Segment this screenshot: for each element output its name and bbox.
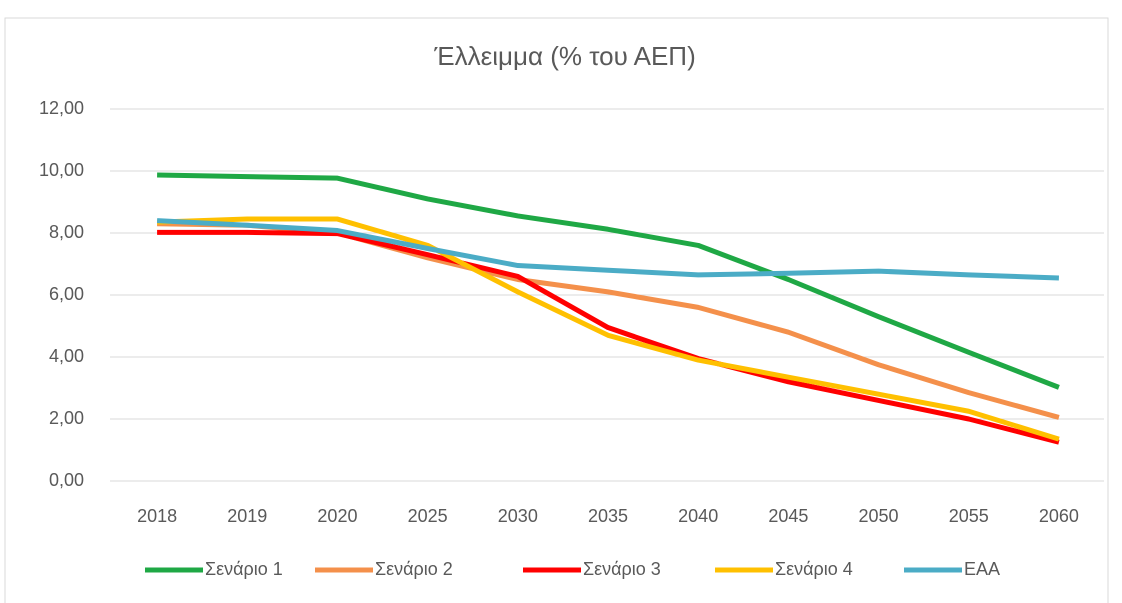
legend-label: Σενάριο 1 bbox=[205, 559, 283, 579]
x-tick-label: 2019 bbox=[227, 506, 267, 526]
y-tick-label: 4,00 bbox=[49, 346, 84, 366]
x-tick-label: 2035 bbox=[588, 506, 628, 526]
y-tick-label: 6,00 bbox=[49, 284, 84, 304]
y-tick-label: 0,00 bbox=[49, 470, 84, 490]
y-tick-label: 12,00 bbox=[39, 98, 84, 118]
series-line bbox=[157, 229, 1060, 445]
legend-label: ΕΑΑ bbox=[964, 559, 1000, 579]
x-tick-label: 2060 bbox=[1039, 506, 1079, 526]
series-line bbox=[156, 218, 1059, 281]
x-tick-label: 2055 bbox=[949, 506, 989, 526]
y-tick-label: 2,00 bbox=[49, 408, 84, 428]
x-tick-label: 2045 bbox=[768, 506, 808, 526]
x-tick-label: 2030 bbox=[498, 506, 538, 526]
y-tick-label: 8,00 bbox=[49, 222, 84, 242]
series-line bbox=[157, 172, 1060, 390]
legend-label: Σενάριο 2 bbox=[375, 559, 453, 579]
legend-label: Σενάριο 3 bbox=[583, 559, 661, 579]
x-tick-label: 2050 bbox=[859, 506, 899, 526]
x-tick-label: 2025 bbox=[408, 506, 448, 526]
x-tick-label: 2040 bbox=[678, 506, 718, 526]
series-line bbox=[157, 216, 1060, 442]
chart-title: Έλλειμμα (% του ΑΕΠ) bbox=[433, 41, 695, 71]
x-tick-label: 2020 bbox=[317, 506, 357, 526]
x-tick-label: 2018 bbox=[137, 506, 177, 526]
legend-label: Σενάριο 4 bbox=[775, 559, 853, 579]
y-tick-label: 10,00 bbox=[39, 160, 84, 180]
